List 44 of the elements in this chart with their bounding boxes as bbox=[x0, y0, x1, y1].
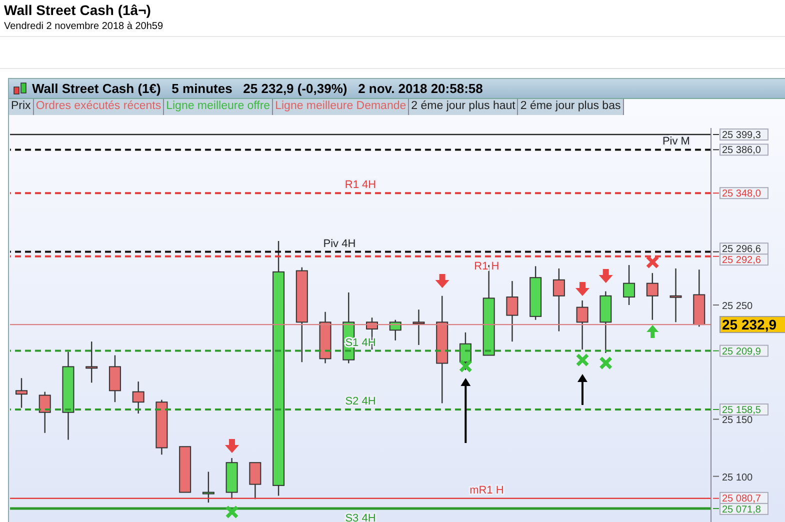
y-tick-label: 25 399,3 bbox=[722, 130, 762, 142]
candlestick bbox=[16, 378, 28, 408]
ref-line-label: S2 4H bbox=[345, 396, 376, 408]
candlestick bbox=[108, 354, 121, 403]
candlestick bbox=[576, 300, 588, 350]
ref-line-label: S3 4H bbox=[345, 512, 376, 522]
candlestick bbox=[623, 264, 636, 306]
ref-line-label: Piv 4H bbox=[323, 238, 356, 250]
y-tick-label: 25 150 bbox=[722, 415, 754, 426]
ref-line-label: Piv M bbox=[662, 136, 690, 148]
chart-subtitle: Vendredi 2 novembre 2018 à 20h59 bbox=[4, 21, 164, 32]
y-tick-label: 25 209,9 bbox=[722, 346, 762, 358]
chart-title: Wall Street Cash (1â¬) bbox=[4, 2, 151, 18]
candlestick bbox=[506, 280, 518, 342]
candlestick bbox=[389, 319, 402, 342]
y-tick-label: 25 296,6 bbox=[722, 244, 762, 256]
text: Ligne meilleure offre bbox=[164, 99, 274, 115]
candlestick bbox=[249, 462, 262, 500]
y-tick-label: 25 292,6 bbox=[722, 255, 762, 266]
text: 2 éme jour plus bas bbox=[518, 99, 624, 115]
text: Prix bbox=[9, 99, 34, 115]
y-tick-label: 25 386,0 bbox=[722, 145, 762, 156]
y-tick-label: 25 100 bbox=[722, 472, 754, 484]
candlestick bbox=[552, 268, 565, 332]
candlestick bbox=[38, 391, 51, 434]
y-tick-label: 25 158,5 bbox=[722, 405, 762, 416]
text: Ordres exécutés récents bbox=[34, 99, 164, 115]
ref-line-label: R1 4H bbox=[344, 179, 376, 192]
text: Wall Street Cash (1€) 5 minutes 25 232,9 (-0,39%) 2 nov. 2018 20:58:58 bbox=[32, 81, 483, 96]
y-tick-label: 25 071,8 bbox=[722, 504, 762, 516]
candlestick bbox=[670, 268, 682, 323]
candlestick bbox=[132, 380, 144, 414]
text: Ligne meilleure Demande bbox=[273, 99, 410, 115]
ref-line-label: R1 H bbox=[474, 260, 500, 272]
candlestick bbox=[646, 272, 658, 320]
candlestick bbox=[412, 308, 425, 346]
y-tick-label: 25 348,0 bbox=[722, 188, 762, 200]
text: 2 éme jour plus haut bbox=[409, 99, 518, 115]
y-tick-label: 25 080,7 bbox=[722, 493, 762, 504]
y-tick-label: 25 250 bbox=[722, 301, 754, 312]
candlestick bbox=[86, 340, 98, 384]
y-tick-label: 25 232,9 bbox=[722, 316, 777, 333]
ref-line-label: mR1 H bbox=[470, 484, 504, 496]
candlestick bbox=[202, 471, 214, 504]
